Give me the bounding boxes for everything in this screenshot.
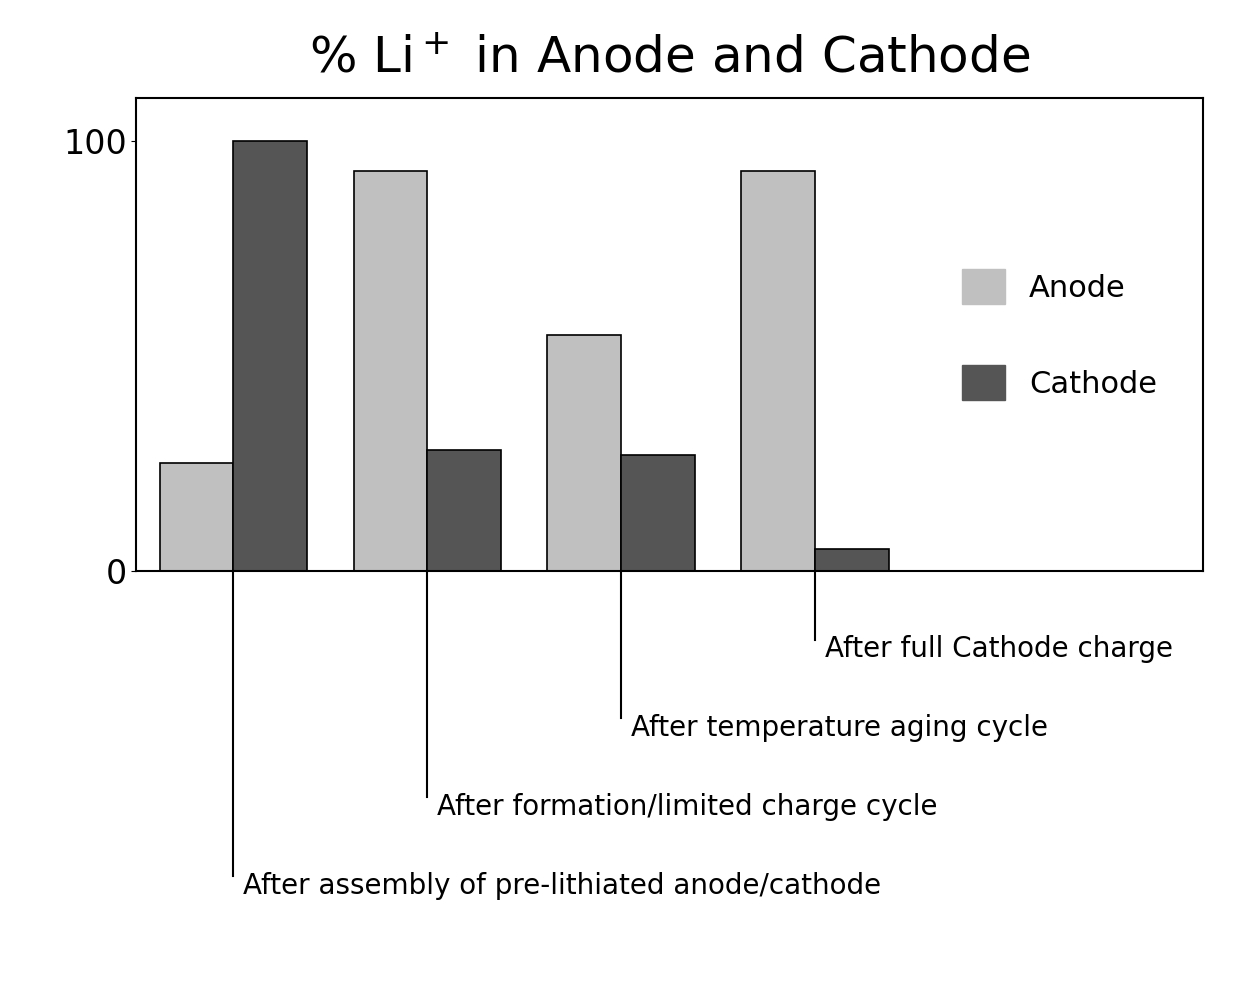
Bar [742,171,815,571]
Text: After full Cathode charge: After full Cathode charge [825,636,1173,663]
Bar [815,549,889,571]
Legend: Anode, Cathode: Anode, Cathode [931,238,1188,431]
Bar [233,142,308,571]
Bar [428,451,501,571]
Title: % Li$^+$ in Anode and Cathode: % Li$^+$ in Anode and Cathode [309,35,1030,84]
Text: After assembly of pre-lithiated anode/cathode: After assembly of pre-lithiated anode/ca… [243,872,882,899]
Bar [621,455,694,571]
Text: After formation/limited charge cycle: After formation/limited charge cycle [438,793,937,821]
Bar [547,335,621,571]
Bar [353,171,428,571]
Text: After temperature aging cycle: After temperature aging cycle [631,714,1048,742]
Bar [160,463,233,571]
